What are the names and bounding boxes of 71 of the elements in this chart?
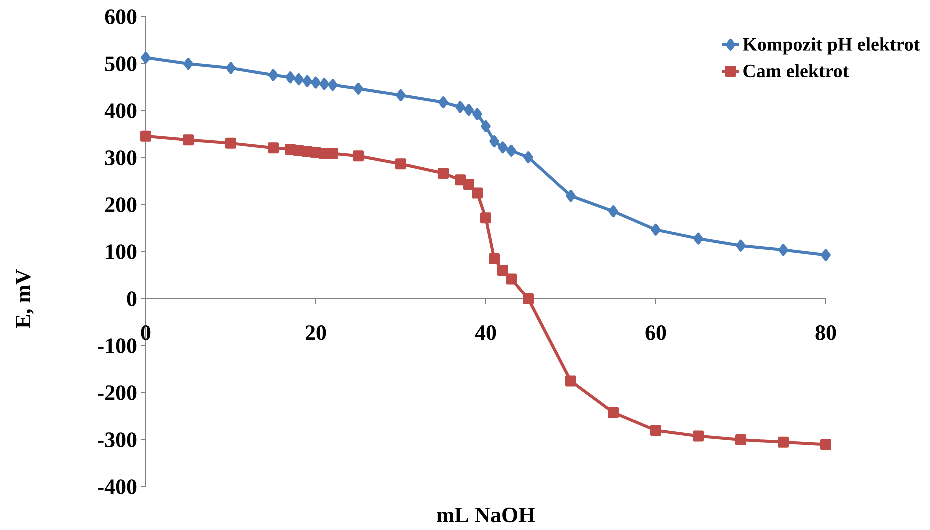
point [354,82,364,95]
point [353,150,364,162]
point [693,430,704,442]
point [736,434,747,446]
y-tick-label: -300 [98,432,137,448]
point [472,188,483,199]
y-tick-label: -100 [98,338,137,354]
y-tick-label: 400 [104,104,137,118]
point [651,224,661,236]
y-tick-label: 600 [105,10,137,24]
point [183,134,194,146]
point [566,376,576,387]
y-tick-label: -200 [98,386,137,400]
point [694,232,704,245]
y-tick-label: 100 [106,244,137,260]
point [438,96,448,109]
point [489,254,500,265]
point [480,212,492,224]
point [328,148,338,160]
point [464,104,474,116]
point [608,206,618,218]
point [820,439,832,450]
point [506,144,516,157]
point [396,89,406,102]
point [498,142,508,154]
y-tick-label: -400 [98,480,137,494]
point [311,76,321,89]
point [490,136,500,148]
point [294,74,304,86]
y-tick-label: 0 [127,292,137,306]
point [438,168,449,180]
point [226,138,236,149]
point [464,179,474,190]
x-tick-label: 0 [141,326,151,340]
x-tick-label: 80 [816,326,836,340]
point [498,265,508,276]
y-tick-label: 500 [105,56,137,72]
legend-label: Cam elektrot [744,64,850,78]
point [184,58,194,70]
x-tick-label: 40 [475,326,496,340]
x-axis-title: mL NaOH [436,508,536,523]
point [140,130,152,142]
point [396,158,406,170]
point [268,142,279,154]
point [524,152,534,164]
y-tick-label: 300 [105,150,137,166]
point [456,101,466,114]
point [523,294,534,304]
point [650,425,662,436]
point [736,240,746,252]
point [821,249,831,262]
point [455,174,466,186]
point [286,72,296,84]
legend-label: Kompozit pH elektrot [743,38,920,55]
point [226,62,236,74]
point [481,120,491,133]
point [608,407,619,418]
point [778,436,790,448]
point [320,78,330,90]
point [302,75,312,88]
point [328,79,338,92]
x-tick-label: 60 [646,326,666,340]
x-tick-label: 20 [306,326,326,340]
point [566,190,576,202]
y-tick-label: 200 [106,198,137,212]
point [778,244,788,256]
point [141,52,151,64]
point [506,274,517,285]
y-axis-title: E, mV [16,269,34,328]
point [472,108,482,120]
point [268,69,278,82]
